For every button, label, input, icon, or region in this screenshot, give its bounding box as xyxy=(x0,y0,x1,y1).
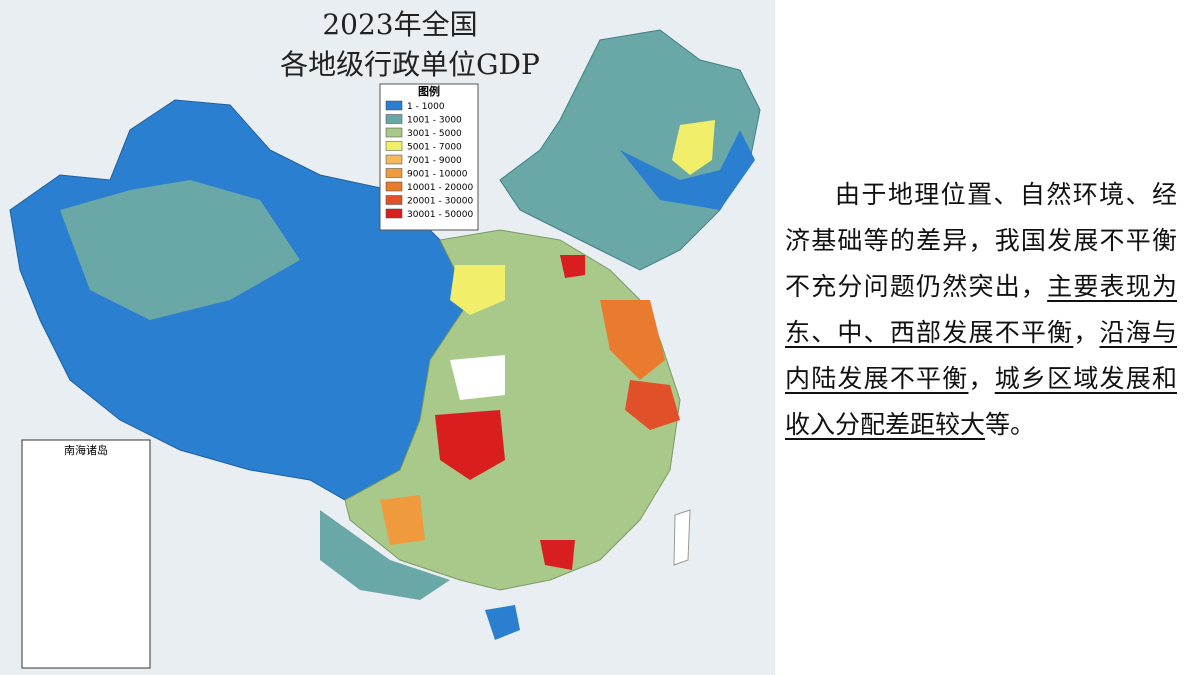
map-title: 各地级行政单位GDP xyxy=(280,48,540,81)
region-chongqing xyxy=(435,410,505,480)
region-southwest xyxy=(320,510,450,600)
legend-label: 9001 - 10000 xyxy=(407,170,468,180)
region-hainan xyxy=(485,605,520,640)
legend-swatch xyxy=(385,127,403,138)
text: 由于地理位置、自然环境、经济基础等的差异，我国发展不平衡不充分问题仍然突出， xyxy=(785,180,1177,301)
gdp-map: 南海诸岛 2023年全国 各地级行政单位GDP 图例 1 - 1000 1001 … xyxy=(0,0,775,675)
legend-label: 20001 - 30000 xyxy=(407,197,474,207)
legend-label: 7001 - 9000 xyxy=(407,156,462,166)
text: ， xyxy=(1073,318,1100,347)
region-xinjiang-south xyxy=(60,180,300,320)
legend-label: 1001 - 3000 xyxy=(407,116,462,126)
region-shandong xyxy=(600,300,665,380)
region-shenzhen xyxy=(540,540,575,570)
legend-swatch xyxy=(385,154,403,165)
legend-swatch xyxy=(385,114,403,124)
region-taiwan xyxy=(673,509,691,566)
legend-swatch xyxy=(385,181,403,192)
legend-label: 1 - 1000 xyxy=(407,102,445,112)
region-beijing xyxy=(560,255,585,278)
region-kunming xyxy=(380,495,425,545)
underlined-text: 城乡区域发展和收入分配差距较大 xyxy=(785,364,1177,439)
legend-label: 10001 - 20000 xyxy=(407,183,474,193)
legend-label: 5001 - 7000 xyxy=(407,143,462,153)
text: 等。 xyxy=(985,410,1036,439)
legend-swatch xyxy=(385,141,403,151)
inset-box xyxy=(21,439,151,669)
legend-title: 图例 xyxy=(418,84,440,98)
map-title: 2023年全国 xyxy=(322,8,477,41)
underlined-text: 主要表现为东、中、西部发展不平衡 xyxy=(785,272,1177,347)
region-shanghai xyxy=(625,380,680,430)
legend-swatch xyxy=(385,208,403,219)
legend: 图例 1 - 1000 1001 - 3000 3001 - 5000 5001 - … xyxy=(379,83,479,231)
text: ， xyxy=(968,364,995,393)
legend-swatch xyxy=(385,168,403,178)
legend-swatch xyxy=(385,195,403,205)
inset-label: 南海诸岛 xyxy=(64,443,108,457)
region-east xyxy=(344,229,681,591)
region-harbin xyxy=(672,120,715,175)
paragraph: 由于地理位置、自然环境、经济基础等的差异，我国发展不平衡不充分问题仍然突出，主要… xyxy=(785,172,1177,448)
region-no-data xyxy=(450,355,505,400)
region-ordos xyxy=(450,265,505,315)
region-northeast xyxy=(499,29,761,271)
legend-label: 3001 - 5000 xyxy=(407,129,462,139)
legend-label: 30001 - 50000 xyxy=(407,210,474,220)
underlined-text: 沿海与内陆发展不平衡 xyxy=(785,318,1177,393)
region-northeast-blue xyxy=(620,130,755,210)
legend-swatch xyxy=(385,100,403,111)
